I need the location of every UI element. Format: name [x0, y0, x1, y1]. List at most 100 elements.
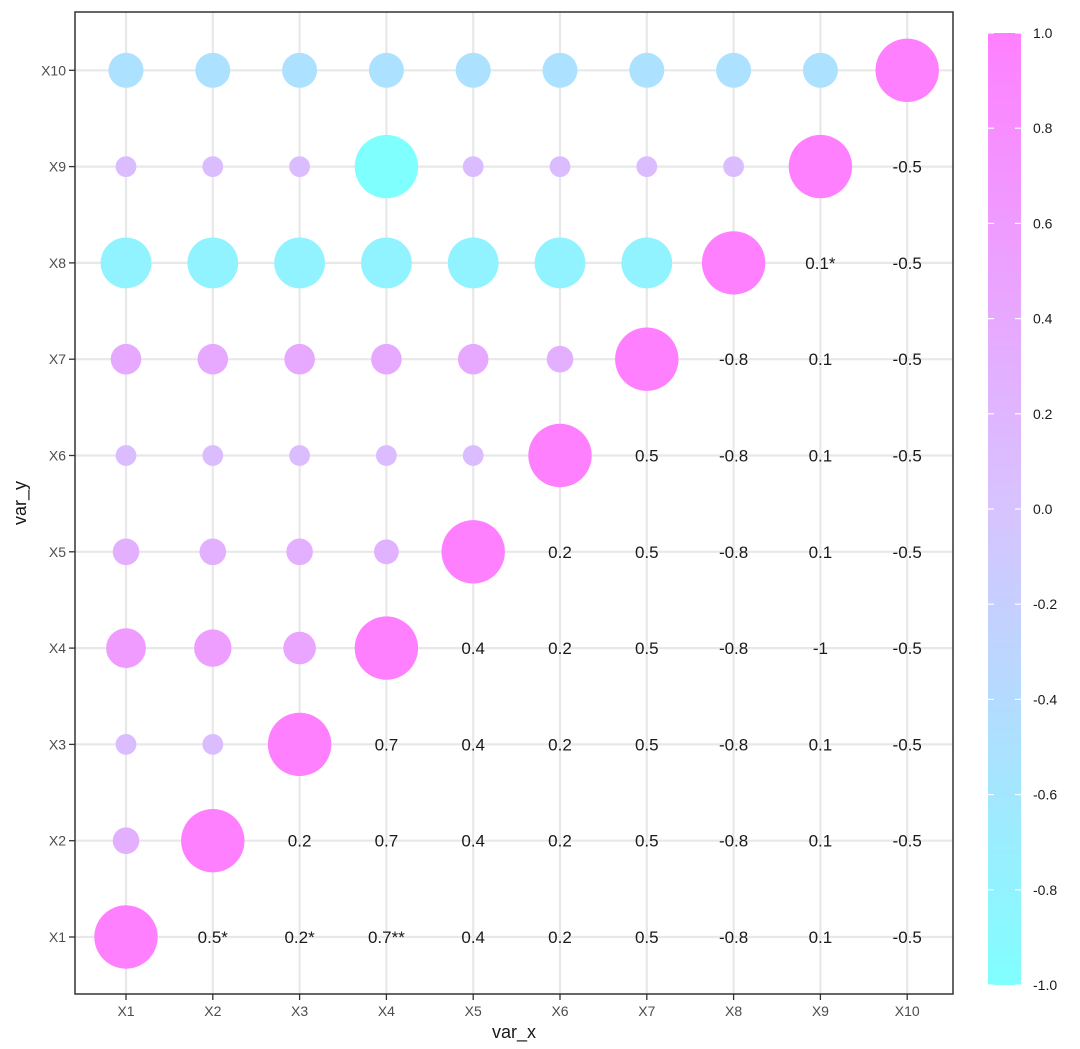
- y-tick-label-x4: X4: [49, 640, 66, 656]
- value-label-x5-x1: 0.4: [461, 928, 485, 947]
- axes: X1 X2 X3 X4 X5 X6 X7 X8 X9 X10 X1 X2 X3 X4 X5 X6 X7 X8 X9 X…: [41, 62, 920, 1019]
- circle-x1-x9: [115, 156, 137, 178]
- value-label-x7-x4: 0.5: [635, 639, 659, 658]
- value-label-x5-x4: 0.4: [461, 639, 485, 658]
- circle-x2-x2: [181, 809, 245, 873]
- value-label-x2-x1: 0.5*: [198, 928, 229, 947]
- value-label-x6-x3: 0.2: [548, 735, 572, 754]
- circle-x1-x10: [108, 52, 144, 88]
- circle-x2-x3: [202, 734, 224, 755]
- value-label-x5-x2: 0.4: [461, 832, 485, 851]
- circle-x6-x7: [546, 345, 574, 373]
- legend-tick-label: -0.2: [1033, 596, 1057, 612]
- x-axis-title: var_x: [492, 1022, 536, 1043]
- value-label-x10-x9: -0.5: [893, 158, 922, 177]
- circle-x4-x9: [354, 134, 419, 199]
- circle-x4-x10: [368, 52, 404, 88]
- value-label-x8-x7: -0.8: [719, 350, 748, 369]
- circle-x2-x9: [202, 156, 224, 178]
- value-label-x4-x1: 0.7**: [368, 928, 405, 947]
- circle-x1-x6: [115, 445, 137, 466]
- value-label-x6-x2: 0.2: [548, 832, 572, 851]
- value-label-x4-x2: 0.7: [375, 832, 399, 851]
- value-label-x9-x1: 0.1: [809, 928, 833, 947]
- circle-x3-x9: [289, 156, 310, 178]
- legend-tick-label: -0.4: [1033, 691, 1057, 707]
- legend-tick-label: 0.6: [1033, 215, 1053, 231]
- legend-tick-label: 0.8: [1033, 120, 1053, 136]
- value-label-x9-x6: 0.1: [809, 447, 833, 466]
- circle-x1-x3: [115, 734, 137, 755]
- value-label-x10-x5: -0.5: [893, 543, 922, 562]
- circle-x4-x6: [376, 445, 397, 466]
- value-label-x10-x7: -0.5: [893, 350, 922, 369]
- circle-x8-x10: [716, 52, 752, 88]
- circle-x2-x7: [197, 343, 229, 375]
- circle-x4-x4: [354, 616, 419, 680]
- value-label-x9-x2: 0.1: [809, 832, 833, 851]
- circle-x1-x5: [112, 538, 140, 566]
- circle-x1-x4: [106, 628, 146, 668]
- value-label-x10-x6: -0.5: [893, 447, 922, 466]
- y-tick-label-x8: X8: [49, 255, 66, 271]
- y-tick-label-x9: X9: [49, 159, 66, 175]
- circle-x3-x10: [282, 52, 318, 88]
- circle-x7-x10: [629, 52, 665, 88]
- correlation-labels: 0.5* 0.2* 0.7** 0.4 0.2 0.5 -0.8 0.1 -0.5 0.2 0.7 0…: [198, 158, 922, 947]
- x-tick-label-x3: X3: [291, 1003, 308, 1019]
- value-label-x6-x4: 0.2: [548, 639, 572, 658]
- circle-x3-x4: [283, 631, 316, 665]
- value-label-x9-x5: 0.1: [809, 543, 833, 562]
- circle-x9-x10: [802, 52, 838, 88]
- circle-x3-x6: [289, 445, 310, 466]
- value-label-x9-x4: -1: [813, 639, 828, 658]
- value-label-x9-x7: 0.1: [809, 350, 833, 369]
- value-label-x8-x3: -0.8: [719, 735, 748, 754]
- circle-x9-x9: [788, 134, 853, 199]
- value-label-x7-x2: 0.5: [635, 832, 659, 851]
- circle-x7-x9: [636, 156, 658, 178]
- y-tick-label-x6: X6: [49, 448, 66, 464]
- value-label-x7-x1: 0.5: [635, 928, 659, 947]
- circle-x2-x5: [199, 538, 227, 566]
- circle-x6-x8: [534, 237, 586, 289]
- value-label-x7-x6: 0.5: [635, 447, 659, 466]
- circle-x1-x1: [94, 905, 158, 969]
- circle-x5-x9: [462, 156, 484, 178]
- y-tick-label-x5: X5: [49, 544, 66, 560]
- circle-x8-x9: [723, 156, 744, 178]
- value-label-x8-x6: -0.8: [719, 447, 748, 466]
- circle-x6-x10: [542, 52, 578, 88]
- legend-tick-label: 0.2: [1033, 406, 1053, 422]
- y-axis-title: var_y: [10, 481, 31, 525]
- value-label-x4-x3: 0.7: [375, 735, 399, 754]
- circle-x6-x6: [528, 423, 592, 488]
- circle-x2-x6: [202, 445, 224, 466]
- circle-x7-x8: [621, 237, 673, 289]
- circle-x1-x2: [112, 827, 140, 854]
- value-label-x8-x4: -0.8: [719, 639, 748, 658]
- circle-x2-x10: [195, 52, 231, 88]
- x-tick-label-x9: X9: [812, 1003, 829, 1019]
- value-label-x9-x3: 0.1: [809, 735, 833, 754]
- value-label-x6-x5: 0.2: [548, 543, 572, 562]
- x-tick-label-x6: X6: [551, 1003, 568, 1019]
- circle-x5-x6: [462, 445, 484, 466]
- value-label-x9-x8: 0.1*: [805, 254, 836, 273]
- circle-marks: [94, 38, 939, 969]
- value-label-x10-x1: -0.5: [893, 928, 922, 947]
- value-label-x8-x1: -0.8: [719, 928, 748, 947]
- value-label-x3-x1: 0.2*: [284, 928, 315, 947]
- circle-x3-x3: [267, 712, 332, 777]
- x-tick-label-x1: X1: [117, 1003, 134, 1019]
- circle-x5-x5: [441, 520, 505, 584]
- value-label-x5-x3: 0.4: [461, 735, 485, 754]
- x-tick-label-x8: X8: [725, 1003, 742, 1019]
- circle-x10-x10: [875, 38, 939, 102]
- circle-x5-x10: [455, 52, 491, 88]
- y-tick-label-x7: X7: [49, 351, 66, 367]
- panel-border: [74, 11, 954, 995]
- value-label-x8-x2: -0.8: [719, 832, 748, 851]
- circle-x4-x8: [361, 237, 412, 289]
